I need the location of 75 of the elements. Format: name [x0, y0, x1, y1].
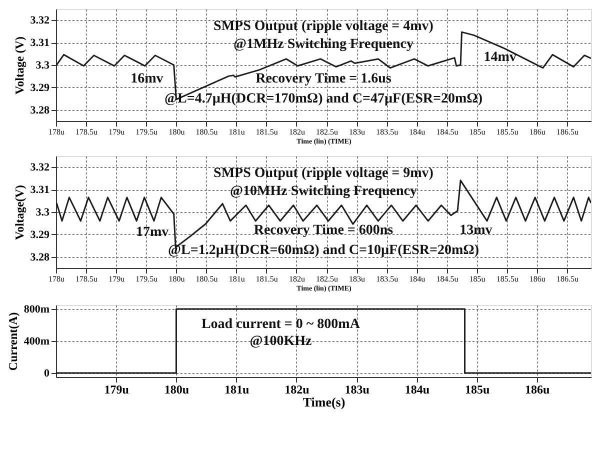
y-tick-label: 3.29: [30, 228, 50, 241]
x-tick-label: 183.5u: [376, 128, 398, 136]
text: @100KHz: [250, 334, 312, 349]
text: SMPS Output (ripple voltage = 9mv): [214, 166, 434, 181]
annotation: @L=4.7µH(DCR=170mΩ) and C=47µF(ESR=20mΩ): [164, 92, 483, 107]
x-tick-label: 183u: [349, 128, 366, 136]
annotation: @L=1.2µH(DCR=60mΩ) and C=10µF(ESR=20mΩ): [168, 243, 480, 258]
x-tick-label: 179u: [104, 382, 130, 396]
y-tick-label: 0: [44, 368, 50, 380]
annotation: 17mv: [136, 225, 169, 240]
x-tick-label: 186u: [529, 128, 546, 136]
y-tick-label: 3.32: [30, 162, 50, 174]
x-tick-label: 179.5u: [136, 128, 158, 136]
y-tick-label: 3.3: [36, 206, 50, 218]
x-tick-label: 185u: [464, 382, 490, 396]
annotation: Recovery Time = 1.6us: [256, 71, 392, 86]
x-tick-label: 186.5u: [556, 274, 578, 284]
x-tick-label: 178.5u: [76, 128, 98, 136]
x-tick-label: 184u: [404, 382, 430, 396]
y-axis-title: Voltage (V): [12, 36, 26, 94]
x-tick-label: 182.5u: [316, 274, 338, 284]
x-tick-label: 178u: [48, 128, 64, 136]
x-tick-label: 186u: [529, 274, 546, 284]
x-tick-label: 182u: [288, 128, 305, 136]
annotation: 13mv: [460, 222, 492, 238]
x-tick-label: 185.5u: [496, 128, 518, 136]
x-tick-label: 184u: [409, 128, 426, 136]
x-tick-label: 182.5u: [316, 128, 338, 136]
x-tick-label: 184.5u: [436, 274, 458, 284]
text: Load current = 0 ~ 800mA: [201, 317, 361, 332]
x-tick-label: 185u: [469, 274, 486, 284]
x-tick-label: 178.5u: [76, 274, 98, 284]
x-tick-label: 179u: [108, 128, 125, 136]
y-tick-label: 3.29: [30, 82, 50, 94]
y-axis-title: Voltage(V): [12, 185, 26, 240]
y-tick-label: 3.28: [30, 251, 50, 264]
y-axis-title: Current(A): [6, 312, 20, 371]
x-axis-title: Time(s): [302, 394, 346, 410]
text: @1MHz Switching Frequency: [234, 37, 414, 52]
y-tick-label: 3.32: [30, 14, 50, 27]
x-tick-label: 181u: [228, 274, 245, 284]
y-tick-label: 400m: [24, 336, 50, 348]
x-tick-label: 180u: [164, 382, 190, 396]
x-tick-label: 179.5u: [136, 274, 158, 284]
y-tick-label: 3.31: [30, 37, 50, 50]
x-tick-label: 180u: [168, 128, 185, 136]
x-tick-label: 184u: [409, 274, 426, 284]
x-tick-label: 183u: [344, 382, 370, 396]
text: @10MHz Switching Frequency: [230, 184, 417, 199]
x-tick-label: 186.5u: [556, 128, 578, 136]
x-tick-label: 183.5u: [376, 274, 398, 284]
x-tick-label: 185.5u: [496, 274, 518, 284]
x-tick-label: 184.5u: [436, 128, 458, 136]
x-tick-label: 178u: [48, 274, 64, 284]
x-tick-label: 180u: [168, 274, 185, 284]
x-tick-label: 182u: [284, 382, 310, 396]
y-tick-label: 3.28: [30, 104, 50, 116]
annotation: Recovery Time = 600ns: [254, 222, 394, 238]
x-tick-label: 181u: [224, 382, 250, 396]
x-tick-label: 180.5u: [196, 128, 218, 136]
x-tick-label: 181.5u: [256, 128, 278, 136]
y-tick-label: 800m: [24, 304, 50, 316]
x-tick-label: 182u: [288, 274, 305, 284]
y-tick-label: 3.3: [36, 60, 50, 72]
x-tick-label: 179u: [108, 274, 125, 284]
annotation: 14mv: [484, 50, 516, 66]
annotation: 16mv: [130, 71, 164, 86]
text: SMPS Output (ripple voltage = 4mv): [214, 19, 434, 34]
x-tick-label: 181u: [228, 128, 245, 136]
y-tick-label: 3.31: [30, 184, 50, 196]
x-tick-label: 186u: [525, 382, 550, 396]
x-tick-label: 183u: [349, 274, 366, 284]
x-tick-label: 180.5u: [196, 274, 218, 284]
x-tick-label: 181.5u: [256, 274, 278, 284]
x-tick-label: 185u: [469, 128, 486, 136]
